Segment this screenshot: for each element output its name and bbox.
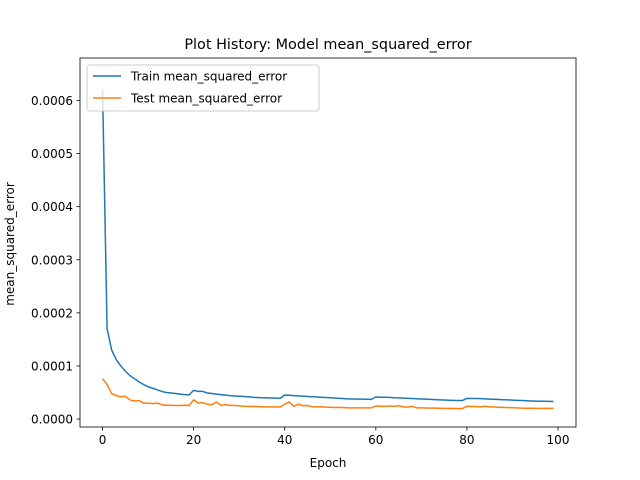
y-tick-label: 0.0002 — [31, 306, 73, 320]
legend-box — [86, 64, 320, 112]
axes: 0 20 40 60 80 100 0.0000 0.0001 0.0002 0.0003 0.00… — [31, 57, 577, 447]
y-tick-label: 0.0005 — [31, 147, 73, 161]
y-tick-label: 0.0001 — [31, 359, 73, 373]
x-tick-label: 60 — [368, 433, 383, 447]
x-tick-label: 100 — [547, 433, 570, 447]
y-tick-label: 0.0004 — [31, 200, 73, 214]
x-tick-label: 0 — [99, 433, 107, 447]
chart-title: Plot History: Model mean_squared_error — [184, 37, 471, 53]
legend: Train mean_squared_error Test mean_square… — [86, 64, 320, 112]
y-tick-label: 0.0003 — [31, 253, 73, 267]
plot-area — [101, 89, 554, 410]
legend-label-2: Test mean_squared_error — [130, 92, 282, 106]
x-tick-label: 40 — [277, 433, 292, 447]
axes-frame — [79, 57, 577, 428]
y-tick-label: 0.0000 — [31, 413, 73, 427]
series-line-2 — [101, 378, 554, 410]
series-line-1 — [101, 89, 554, 403]
x-axis-label: Epoch — [310, 456, 347, 470]
y-axis-label: mean_squared_error — [3, 182, 17, 306]
legend-label-1: Train mean_squared_error — [130, 70, 287, 84]
x-tick-label: 20 — [186, 433, 201, 447]
y-tick-label: 0.0006 — [31, 94, 73, 108]
x-tick-label: 80 — [459, 433, 474, 447]
